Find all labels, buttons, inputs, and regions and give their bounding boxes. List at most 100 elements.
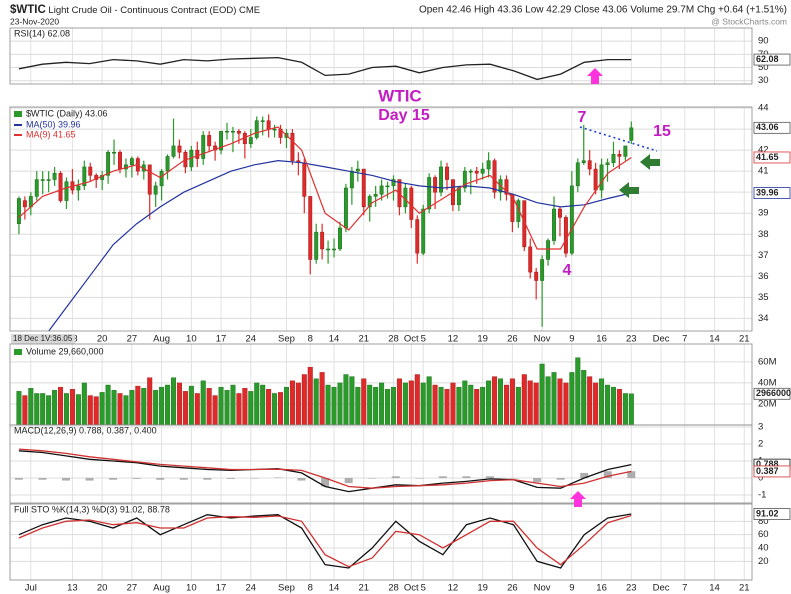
candle-body: [338, 227, 342, 250]
volume-bar: [509, 378, 515, 425]
arrow: [619, 182, 639, 198]
candle-body: [248, 137, 253, 145]
volume-bar: [480, 386, 486, 425]
value-tag-label: 0.387: [756, 466, 779, 476]
arrow: [570, 491, 586, 507]
volume-bar: [545, 376, 551, 425]
legend-entry: RSI(14) 62.08: [14, 28, 70, 38]
x-tick-label: 14: [709, 334, 720, 345]
candle-body: [587, 160, 592, 170]
plot-area: [10, 107, 752, 331]
candle-body: [64, 181, 69, 201]
candle-body: [201, 135, 206, 159]
y-tick-label: 40M: [758, 377, 777, 388]
candle-body: [623, 145, 628, 157]
y-tick-label: 0: [758, 473, 763, 484]
candle-body: [302, 162, 307, 197]
value-tag-label: 41.65: [756, 152, 779, 162]
candle-body: [427, 177, 432, 210]
x-tick-label: 12: [448, 583, 459, 594]
histogram-bar: [533, 478, 542, 483]
x-tick-label: Jul: [25, 583, 37, 594]
volume-bar: [75, 394, 81, 425]
candle-body: [373, 194, 378, 197]
y-tick-label: 20: [758, 556, 769, 567]
value-tag-label: 39.96: [756, 187, 779, 197]
candle-body: [225, 130, 229, 133]
trend-line: [579, 126, 658, 152]
candle-body: [611, 154, 616, 163]
quote: Open 42.46 High 43.36 Low 42.29 Close 43…: [419, 5, 787, 16]
histogram-bar: [203, 478, 212, 480]
candle-body: [522, 200, 527, 248]
series-line: [18, 514, 632, 568]
plot-area: [10, 344, 752, 425]
candle-body: [462, 170, 467, 189]
candle-body: [581, 160, 586, 163]
x-tick-label: Aug: [153, 583, 170, 594]
volume-bar: [46, 395, 52, 425]
candle-body: [213, 145, 218, 151]
volume-bar: [527, 380, 533, 425]
volume-bar: [444, 389, 450, 425]
x-tick-label: 5: [421, 334, 426, 345]
histogram-bar: [344, 478, 353, 484]
candle-body: [231, 130, 235, 133]
chart-title: $WTIC Light Crude Oil - Continuous Contr…: [10, 4, 260, 16]
overlay-label: 18 Dec 1V:36.05: [13, 334, 73, 343]
histogram-bar: [391, 476, 400, 479]
candle-body: [118, 151, 122, 170]
value-tag: [753, 151, 791, 164]
volume-bar: [117, 393, 123, 425]
x-tick-label: 8: [308, 334, 313, 345]
x-tick-label: 16: [596, 334, 607, 345]
candle-body: [320, 231, 325, 250]
candle-body: [569, 185, 574, 254]
volume-bar: [93, 396, 99, 425]
volume-bar: [111, 390, 117, 425]
histogram-bar: [603, 471, 612, 479]
value-tag: [753, 508, 791, 520]
value-tag: [753, 121, 791, 134]
volume-bar: [147, 377, 153, 425]
candle-body: [552, 208, 556, 241]
y-tick-label: 20M: [758, 398, 777, 409]
volume-bar: [503, 384, 509, 425]
volume-bar: [605, 384, 611, 425]
y-tick-label: 60: [758, 529, 769, 540]
volume-bar: [260, 384, 266, 425]
volume-bar: [379, 382, 385, 425]
x-tick-label: 13: [67, 583, 78, 594]
candle-body: [385, 185, 390, 188]
x-tick-label: 17: [216, 334, 227, 345]
legend-entry: MA(50) 39.96: [26, 119, 81, 129]
volume-bar: [569, 372, 575, 425]
volume-bar: [622, 393, 628, 425]
histogram-bar: [38, 478, 47, 480]
volume-bar: [272, 393, 278, 425]
volume-bar: [438, 386, 444, 425]
x-tick-label: Sep: [278, 334, 295, 345]
volume-bar: [408, 380, 414, 425]
x-tick-label: 10: [186, 334, 197, 345]
candle-body: [492, 160, 497, 193]
x-tick-label: 19: [477, 583, 488, 594]
candle-body: [22, 200, 27, 208]
instrument-name: Light Crude Oil - Continuous Contract (E…: [48, 5, 236, 16]
legend-swatch: [14, 111, 22, 117]
volume-bar: [63, 393, 69, 425]
x-tick-label: 8: [308, 583, 313, 594]
volume-bar: [129, 390, 135, 425]
x-tick-label: Dec: [653, 583, 670, 594]
value-tag-label: 91.02: [756, 508, 779, 518]
x-tick-label: 26: [507, 583, 518, 594]
volume-bar: [40, 393, 46, 425]
volume-bar: [551, 372, 557, 425]
value-tag-label: 29660000: [756, 388, 791, 398]
histogram-bar: [438, 476, 447, 479]
y-tick-label: 41: [758, 166, 769, 177]
x-tick-label: Aug: [153, 334, 170, 345]
histogram-bar: [580, 472, 589, 479]
plot-area: [10, 425, 752, 503]
